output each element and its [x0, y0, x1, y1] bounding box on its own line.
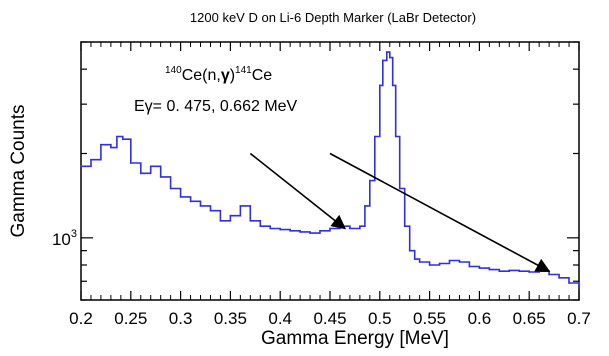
data-point	[179, 196, 182, 198]
y-tick-label: 103	[52, 228, 77, 249]
data-point	[374, 135, 376, 138]
data-point	[299, 231, 301, 233]
x-tick-label: 0.6	[468, 309, 492, 328]
x-tick-label: 0.3	[169, 309, 193, 328]
data-point	[149, 165, 152, 168]
data-point	[269, 227, 272, 230]
x-tick-label: 0.7	[567, 309, 591, 328]
data-point	[199, 205, 202, 207]
data-point	[385, 51, 388, 53]
data-point	[568, 282, 570, 284]
data-point	[391, 84, 394, 87]
data-point	[229, 214, 232, 217]
data-point	[359, 225, 361, 228]
plot-frame	[80, 41, 580, 301]
data-point	[279, 228, 282, 231]
x-tick-label: 0.55	[413, 309, 446, 328]
data-point	[468, 265, 471, 268]
data-point	[364, 205, 366, 207]
data-point	[349, 227, 351, 230]
data-point	[578, 285, 580, 288]
data-point	[438, 262, 441, 265]
data-point	[110, 146, 112, 149]
chart-title: 1200 keV D on Li-6 Depth Marker (LaBr De…	[190, 10, 476, 25]
data-point	[169, 187, 172, 190]
data-point	[518, 270, 521, 273]
data-point	[209, 209, 212, 212]
x-tick-label: 0.5	[368, 309, 392, 328]
data-point	[116, 135, 118, 138]
annotation-energies: Eγ= 0. 475, 0.662 MeV	[134, 98, 298, 115]
data-point	[448, 259, 451, 262]
data-point	[259, 225, 262, 228]
data-point	[538, 270, 540, 273]
data-point	[90, 158, 92, 161]
x-tick-label: 0.4	[268, 309, 292, 328]
x-tick-label: 0.25	[114, 309, 147, 328]
data-point	[413, 258, 416, 260]
data-point	[488, 268, 491, 271]
data-point	[478, 267, 481, 269]
annotation-arrow	[249, 152, 347, 230]
data-point	[122, 138, 124, 140]
x-tick-label: 0.2	[69, 309, 93, 328]
data-point	[329, 227, 331, 230]
data-point	[458, 261, 461, 263]
data-point	[219, 220, 222, 222]
data-point	[249, 220, 252, 222]
data-point	[130, 162, 132, 164]
data-point	[428, 264, 431, 266]
data-point	[403, 225, 406, 228]
data-point	[319, 229, 321, 232]
data-point	[558, 277, 560, 279]
data-point	[381, 59, 384, 62]
data-point	[498, 270, 501, 273]
data-point	[80, 165, 82, 168]
data-point	[369, 179, 371, 182]
data-point	[548, 273, 550, 276]
data-point	[159, 176, 162, 178]
data-point	[239, 205, 242, 207]
data-point	[418, 261, 421, 263]
data-point	[189, 200, 192, 203]
data-point	[394, 135, 397, 138]
data-point	[289, 229, 291, 232]
y-axis-label: Gamma Counts	[8, 104, 29, 237]
data-point	[379, 84, 381, 87]
x-axis-label: Gamma Energy [MeV]	[261, 328, 449, 349]
x-tick-label: 0.65	[513, 309, 546, 328]
data-point	[528, 271, 530, 273]
series-line	[81, 51, 580, 287]
annotation-reaction: 140Ce(n,γ)141Ce	[165, 65, 272, 84]
x-tick-label: 0.35	[214, 309, 247, 328]
data-point	[309, 232, 311, 234]
x-tick-label: 0.45	[313, 309, 346, 328]
data-point	[508, 269, 511, 272]
data-point	[398, 187, 401, 190]
data-point	[388, 56, 391, 59]
data-point	[139, 172, 142, 175]
data-point	[100, 143, 102, 146]
data-point	[408, 249, 411, 252]
annotation-arrow	[329, 152, 551, 272]
